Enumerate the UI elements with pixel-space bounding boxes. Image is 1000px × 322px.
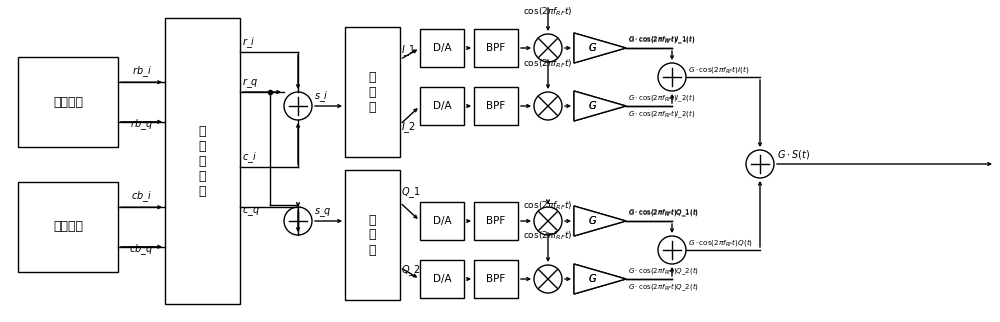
Bar: [18, 182, 118, 272]
Text: $r\_i$: $r\_i$: [242, 35, 256, 50]
Circle shape: [746, 150, 774, 178]
Polygon shape: [574, 91, 626, 121]
Text: $\cos(2\pi f_{RF}t)$: $\cos(2\pi f_{RF}t)$: [523, 200, 573, 213]
Text: D/A: D/A: [433, 101, 451, 111]
Circle shape: [658, 236, 686, 264]
Polygon shape: [574, 206, 626, 236]
Bar: [420, 202, 464, 240]
Polygon shape: [574, 91, 626, 121]
Text: $Q\_2$: $Q\_2$: [401, 263, 421, 278]
Bar: [345, 27, 400, 157]
Text: $G\cdot\cos(2\pi f_{RF}t)Q\_1(t)$: $G\cdot\cos(2\pi f_{RF}t)Q\_1(t)$: [628, 206, 699, 218]
Text: 上
变
频: 上 变 频: [369, 213, 376, 257]
Text: $Q\_1$: $Q\_1$: [401, 186, 421, 201]
Text: D/A: D/A: [433, 216, 451, 226]
Text: $G\cdot\cos(2\pi f_{RF}t)Q\_2(t)$: $G\cdot\cos(2\pi f_{RF}t)Q\_2(t)$: [628, 281, 699, 293]
Circle shape: [658, 63, 686, 91]
Text: BPF: BPF: [486, 101, 506, 111]
Text: D/A: D/A: [433, 43, 451, 53]
Text: $G\cdot\cos(2\pi f_{RF}t)I\_1(t)$: $G\cdot\cos(2\pi f_{RF}t)I\_1(t)$: [628, 34, 696, 46]
Text: 通信信号: 通信信号: [53, 221, 83, 233]
Bar: [420, 87, 464, 125]
Text: $G\cdot\cos(2\pi f_{RF}t)Q(t)$: $G\cdot\cos(2\pi f_{RF}t)Q(t)$: [688, 237, 753, 248]
Text: G: G: [589, 216, 596, 226]
Text: BPF: BPF: [486, 216, 506, 226]
Text: BPF: BPF: [486, 43, 506, 53]
Text: BPF: BPF: [486, 274, 506, 284]
Text: $G\cdot\cos(2\pi f_{RF}t)I\_1(t)$: $G\cdot\cos(2\pi f_{RF}t)I\_1(t)$: [628, 33, 696, 45]
Text: G: G: [589, 101, 596, 111]
Polygon shape: [574, 264, 626, 294]
Text: 子
载
波
调
制: 子 载 波 调 制: [199, 125, 206, 197]
Text: 雷达信号: 雷达信号: [53, 96, 83, 109]
Bar: [165, 18, 240, 304]
Text: 上
变
频: 上 变 频: [369, 71, 376, 113]
Text: $G\cdot\cos(2\pi f_{RF}t)I\_2(t)$: $G\cdot\cos(2\pi f_{RF}t)I\_2(t)$: [628, 109, 696, 120]
Text: $I\_1$: $I\_1$: [401, 43, 416, 58]
Text: G: G: [589, 43, 596, 53]
Text: $s\_q$: $s\_q$: [314, 206, 332, 219]
Text: $G\cdot\cos(2\pi f_{RF}t)I\_2(t)$: $G\cdot\cos(2\pi f_{RF}t)I\_2(t)$: [628, 92, 696, 104]
Text: D/A: D/A: [433, 274, 451, 284]
Polygon shape: [574, 33, 626, 63]
Bar: [474, 87, 518, 125]
Text: $\cos(2\pi f_{RF}t)$: $\cos(2\pi f_{RF}t)$: [523, 230, 573, 242]
Polygon shape: [574, 264, 626, 294]
Circle shape: [534, 265, 562, 293]
Text: G: G: [589, 101, 596, 111]
Text: $I\_2$: $I\_2$: [401, 120, 416, 135]
Text: $G\cdot S(t)$: $G\cdot S(t)$: [777, 148, 810, 161]
Circle shape: [284, 92, 312, 120]
Circle shape: [534, 34, 562, 62]
Text: G: G: [589, 43, 596, 53]
Text: $\cos(2\pi f_{RF}t)$: $\cos(2\pi f_{RF}t)$: [523, 5, 573, 17]
Text: $r\_q$: $r\_q$: [242, 76, 259, 90]
Text: $c\_q$: $c\_q$: [242, 205, 260, 218]
Text: $c\_i$: $c\_i$: [242, 150, 257, 165]
Text: G: G: [589, 274, 596, 284]
Text: $G\cdot\cos(2\pi f_{RF}t)Q\_2(t)$: $G\cdot\cos(2\pi f_{RF}t)Q\_2(t)$: [628, 266, 699, 277]
Text: G: G: [589, 274, 596, 284]
Circle shape: [284, 207, 312, 235]
Text: $cb\_i$: $cb\_i$: [131, 189, 152, 204]
Bar: [474, 260, 518, 298]
Text: $rb\_q$: $rb\_q$: [130, 117, 153, 132]
Bar: [420, 260, 464, 298]
Circle shape: [534, 92, 562, 120]
Bar: [474, 29, 518, 67]
Text: $G\cdot\cos(2\pi f_{RF}t)Q\_1(t)$: $G\cdot\cos(2\pi f_{RF}t)Q\_1(t)$: [628, 207, 699, 219]
Text: $\cos(2\pi f_{RF}t)$: $\cos(2\pi f_{RF}t)$: [523, 57, 573, 70]
Bar: [345, 170, 400, 300]
Polygon shape: [574, 206, 626, 236]
Circle shape: [534, 207, 562, 235]
Text: $cb\_q$: $cb\_q$: [129, 242, 154, 257]
Bar: [18, 57, 118, 147]
Text: G: G: [589, 216, 596, 226]
Bar: [420, 29, 464, 67]
Polygon shape: [574, 33, 626, 63]
Text: $G\cdot\cos(2\pi f_{RF}t)I(t)$: $G\cdot\cos(2\pi f_{RF}t)I(t)$: [688, 64, 750, 75]
Text: $s\_i$: $s\_i$: [314, 89, 329, 104]
Text: $rb\_i$: $rb\_i$: [132, 64, 151, 79]
Bar: [474, 202, 518, 240]
